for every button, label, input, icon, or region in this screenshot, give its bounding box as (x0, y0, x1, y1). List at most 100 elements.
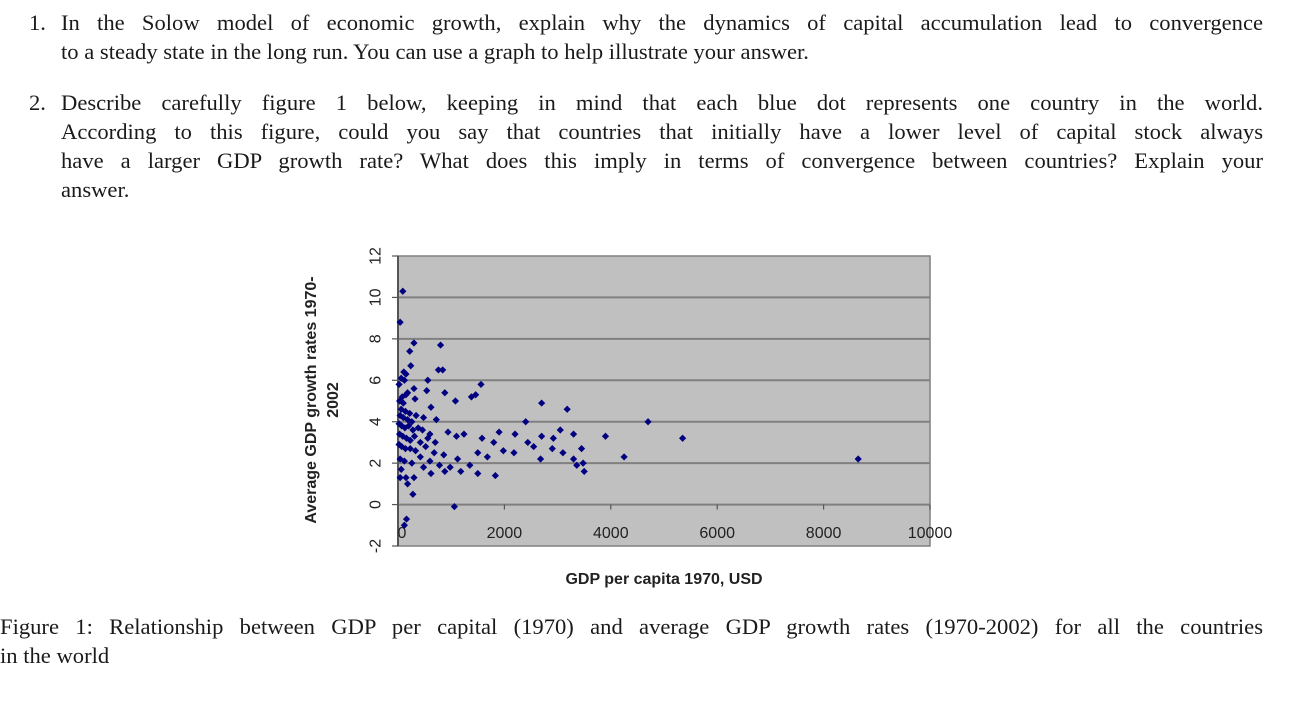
data-point (563, 405, 571, 413)
data-point (400, 521, 408, 529)
data-point (559, 449, 567, 457)
data-point (435, 461, 444, 469)
data-point (411, 395, 419, 403)
data-point (580, 467, 588, 476)
data-point (412, 411, 420, 420)
data-point (679, 434, 687, 442)
y-tick-label: 4 (368, 417, 385, 426)
data-point (444, 428, 452, 436)
data-point (491, 471, 499, 480)
data-point (409, 490, 417, 498)
data-point (530, 442, 538, 451)
y-tick-label: 8 (368, 334, 385, 343)
data-point (620, 453, 628, 461)
data-point (573, 461, 581, 469)
data-point (467, 393, 476, 401)
data-point (424, 434, 432, 442)
data-point (410, 384, 418, 393)
data-point (549, 434, 557, 442)
data-point (450, 503, 458, 511)
data-point (400, 457, 408, 465)
data-point (854, 455, 862, 463)
data-point (430, 449, 438, 457)
data-point (419, 413, 428, 422)
data-point (409, 426, 417, 434)
x-axis-label: GDP per capita 1970, USD (565, 571, 762, 588)
data-point (466, 461, 474, 469)
data-point (548, 445, 556, 453)
data-point (490, 438, 498, 447)
data-point (441, 389, 449, 397)
data-point (411, 447, 420, 455)
data-point (416, 453, 424, 461)
data-point (538, 432, 546, 440)
data-point (644, 418, 652, 426)
data-point (416, 438, 424, 447)
data-point (399, 287, 407, 295)
data-point (431, 438, 439, 447)
data-point (402, 370, 410, 378)
y-axis-label-line-2: 2002 (325, 382, 342, 418)
data-point (408, 418, 416, 426)
data-point (522, 418, 530, 426)
data-point (569, 430, 578, 438)
x-axis: 0 2000 4000 6000 8000 10000 (398, 504, 953, 542)
data-point (569, 455, 578, 463)
question-2: 2. Describe carefully figure 1 below, ke… (29, 88, 1263, 204)
data-point (418, 426, 427, 434)
data-point (434, 366, 443, 374)
data-point (410, 339, 418, 347)
figure-caption: Figure 1: Relationship between GDP per c… (0, 612, 1263, 670)
y-tick-label: 12 (368, 247, 385, 265)
data-point (401, 424, 409, 432)
data-point (403, 389, 412, 397)
data-point (402, 515, 411, 523)
data-point (422, 442, 430, 451)
data-point (424, 376, 432, 384)
data-point (427, 403, 435, 411)
data-point (579, 459, 587, 467)
data-point (401, 445, 410, 453)
data-point (577, 445, 586, 453)
data-point (400, 376, 408, 384)
data-point (406, 445, 414, 453)
data-point (478, 434, 486, 442)
data-point (440, 451, 448, 459)
data-point (406, 347, 414, 355)
data-point (439, 366, 447, 374)
data-point (601, 432, 610, 440)
data-point (419, 463, 428, 471)
data-point (407, 362, 415, 370)
data-point (474, 469, 482, 478)
data-point (397, 465, 405, 473)
question-2-line-1: Describe carefully figure 1 below, keepi… (61, 90, 1263, 115)
data-point (510, 449, 518, 457)
data-point (495, 428, 503, 436)
data-point (403, 480, 412, 488)
question-1-line-1: In the Solow model of economic growth, e… (61, 10, 1263, 35)
x-tick-label: 6000 (699, 525, 735, 542)
question-2-line-4: answer. (61, 177, 130, 202)
data-point (426, 430, 434, 438)
y-tick-label: 2 (368, 459, 385, 468)
data-point (511, 430, 519, 438)
data-point (441, 467, 449, 476)
data-point (398, 393, 406, 401)
question-1: 1. In the Solow model of economic growth… (29, 8, 1263, 66)
data-point (410, 432, 419, 440)
data-point (396, 474, 404, 482)
x-tick-label: 8000 (806, 525, 842, 542)
y-axis: -2 0 2 4 6 8 10 12 (368, 247, 399, 553)
data-point (452, 432, 461, 440)
data-point (474, 449, 482, 457)
data-point (423, 387, 431, 395)
data-point (408, 459, 416, 467)
data-point (457, 467, 465, 476)
data-point (395, 380, 403, 389)
question-2-line-2: According to this figure, could you say … (61, 119, 1263, 144)
data-point (436, 341, 445, 349)
y-tick-label: 6 (368, 376, 385, 385)
data-point (405, 422, 413, 430)
x-tick-label: 10000 (908, 525, 953, 542)
